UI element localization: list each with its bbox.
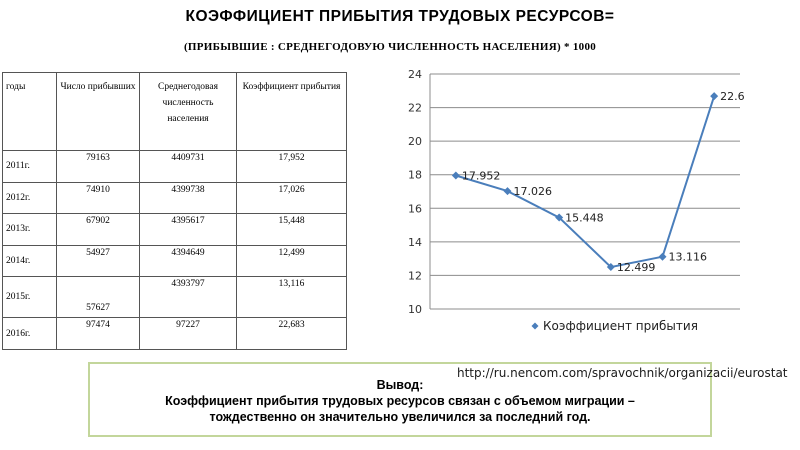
cell-arrivals: 57627 (56, 276, 140, 319)
header-population: Среднегодовая численность населения (139, 72, 237, 151)
data-label: 17.026 (514, 185, 553, 198)
table-row: 2015г. 57627 4393797 13,116 (2, 276, 347, 319)
coefficient-line-chart: 10 12 14 16 18 20 22 24 17.952 17.026 15.448 12.499… (408, 68, 745, 333)
data-point (658, 252, 667, 261)
y-tick-label: 22 (408, 102, 422, 115)
cell-coefficient: 17,026 (236, 181, 347, 215)
cell-arrivals: 67902 (56, 213, 140, 246)
table-row: 2013г. 67902 4395617 15,448 (2, 213, 347, 246)
cell-year: 2012г. (2, 181, 57, 215)
data-point (555, 213, 564, 222)
legend-label: Коэффициент прибытия (543, 319, 698, 333)
cell-arrivals: 79163 (56, 150, 140, 183)
cell-year: 2015г. (2, 276, 57, 319)
legend-marker (531, 322, 539, 330)
page-title: КОЭФФИЦИЕНТ ПРИБЫТИЯ ТРУДОВЫХ РЕСУРСОВ= (185, 8, 615, 25)
cell-year: 2013г. (2, 213, 57, 246)
cell-year: 2016г. (2, 317, 57, 350)
cell-arrivals: 74910 (56, 181, 140, 215)
cell-population: 4393797 (139, 276, 237, 319)
data-label: 22.683 (720, 90, 745, 103)
cell-coefficient: 22,683 (236, 317, 347, 350)
table-row: 2012г. 74910 4399738 17,026 (2, 181, 347, 215)
y-tick-label: 24 (408, 68, 422, 81)
cell-coefficient: 17,952 (236, 150, 347, 183)
header-arrivals: Число прибывших (56, 72, 140, 151)
data-label: 17.952 (462, 170, 501, 183)
page-subtitle: (ПРИБЫВШИЕ : СРЕДНЕГОДОВУЮ ЧИСЛЕННОСТЬ Н… (183, 41, 597, 53)
data-label: 12.499 (617, 261, 656, 274)
cell-population: 4394649 (139, 244, 237, 278)
cell-population: 97227 (139, 317, 237, 350)
data-point (606, 263, 615, 272)
cell-arrivals: 97474 (56, 317, 140, 350)
header-years: годы (2, 72, 57, 151)
cell-coefficient: 13,116 (236, 276, 347, 319)
table-header-row: годы Число прибывших Среднегодовая числе… (2, 72, 347, 151)
y-tick-label: 16 (408, 202, 422, 215)
data-label: 15.448 (565, 212, 604, 225)
conclusion-box: Вывод: Коэффициент прибытия трудовых рес… (88, 362, 712, 437)
data-table: годы Число прибывших Среднегодовая числе… (2, 72, 347, 350)
y-tick-label: 10 (408, 303, 422, 316)
y-tick-label: 20 (408, 135, 422, 148)
data-label: 13.116 (669, 251, 708, 264)
cell-arrivals: 54927 (56, 244, 140, 278)
data-point (451, 171, 460, 180)
conclusion-line-1: Коэффициент прибытия трудовых ресурсов с… (165, 394, 635, 408)
series-line (455, 95, 716, 269)
table-row: 2011г. 79163 4409731 17,952 (2, 150, 347, 183)
y-tick-label: 14 (408, 236, 422, 249)
y-tick-label: 18 (408, 169, 422, 182)
cell-coefficient: 15,448 (236, 213, 347, 246)
cell-population: 4399738 (139, 181, 237, 215)
data-point (710, 92, 719, 101)
table-row: 2014г. 54927 4394649 12,499 (2, 244, 347, 278)
data-point (503, 187, 512, 196)
cell-coefficient: 12,499 (236, 244, 347, 278)
conclusion-line-2: тождественно он значительно увеличился з… (209, 410, 591, 424)
y-tick-label: 12 (408, 269, 422, 282)
conclusion-heading: Вывод: (376, 378, 424, 392)
cell-population: 4395617 (139, 213, 237, 246)
cell-year: 2014г. (2, 244, 57, 278)
table-row: 2016г. 97474 97227 22,683 (2, 317, 347, 350)
header-coefficient: Коэффициент прибытия (236, 72, 347, 151)
source-link[interactable]: http://ru.nencom.com/spravochnik/organiz… (457, 366, 788, 380)
cell-year: 2011г. (2, 150, 57, 183)
cell-population: 4409731 (139, 150, 237, 183)
